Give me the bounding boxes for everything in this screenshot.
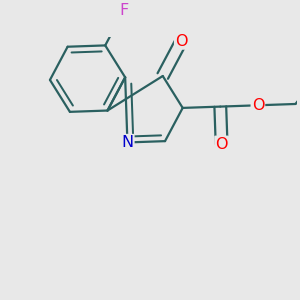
Text: O: O: [215, 137, 228, 152]
Text: F: F: [119, 3, 128, 18]
Text: O: O: [252, 98, 264, 113]
Text: O: O: [175, 34, 188, 49]
Text: N: N: [122, 135, 134, 150]
